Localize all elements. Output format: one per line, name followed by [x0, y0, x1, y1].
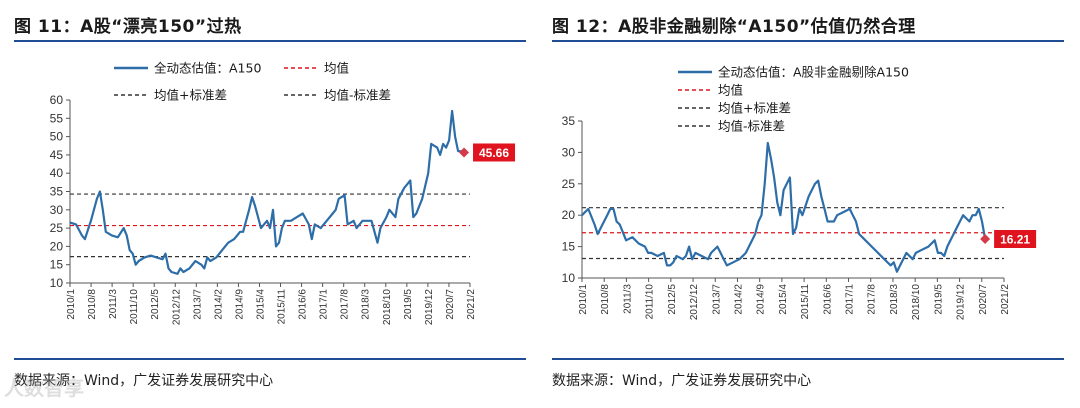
y-tick-label: 15 — [562, 240, 576, 254]
source-rule — [552, 358, 1064, 360]
x-tick-label: 2017/1 — [845, 284, 856, 315]
y-tick-label: 20 — [50, 239, 64, 253]
legend-series-label: 全动态估值：A股非金融剔除A150 — [718, 65, 909, 80]
x-tick-label: 2018/3 — [361, 289, 372, 320]
x-tick-label: 2018/10 — [382, 289, 393, 326]
x-tick-label: 2014/9 — [234, 289, 245, 320]
title-rule — [14, 40, 526, 42]
x-tick-label: 2016/6 — [298, 289, 309, 320]
legend-mean-label: 均值 — [718, 83, 743, 98]
x-tick-label: 2011/10 — [129, 289, 140, 325]
x-tick-label: 2010/1 — [578, 284, 589, 315]
x-tick-label: 2014/2 — [733, 284, 744, 315]
last-value-label: 45.66 — [479, 146, 509, 160]
legend-upper-label: 均值+标准差 — [718, 101, 791, 116]
last-value-label: 16.21 — [1000, 233, 1030, 247]
line-chart-a150: 10 15 20 25 30 35 40 45 50 55 60 2010/1 2010/8 2011/3… — [50, 61, 516, 326]
x-tick-label: 2017/8 — [867, 284, 878, 315]
y-tick-label: 25 — [562, 177, 576, 191]
last-value-box — [994, 230, 1037, 249]
y-tick-label: 30 — [562, 145, 576, 159]
x-tick-label: 2012/5 — [150, 289, 161, 320]
data-source: 数据来源：Wind，广发证券发展研究中心 — [14, 373, 274, 389]
x-tick-label: 2019/5 — [933, 284, 944, 315]
y-tick-label: 45 — [50, 148, 64, 162]
series-line — [69, 109, 465, 275]
y-tick-label: 35 — [562, 114, 576, 128]
last-point-marker — [980, 234, 991, 245]
x-tick-label: 2019/12 — [956, 284, 967, 321]
legend-mean-label: 均值 — [324, 61, 349, 76]
last-point-marker — [459, 147, 470, 158]
chart-panel-left: 图 11：A股“漂亮150”过热 10 15 20 25 30 35 40 45 50 55 60 2… — [14, 0, 534, 408]
x-tick-label: 2019/12 — [424, 289, 435, 326]
x-tick-label: 2012/12 — [689, 284, 700, 321]
y-tick-label: 20 — [562, 208, 576, 222]
y-tick-label: 55 — [50, 111, 64, 125]
y-tick-label: 15 — [50, 258, 64, 272]
x-tick-label: 2014/9 — [756, 284, 767, 315]
series-line — [581, 141, 987, 273]
x-tick-label: 2014/2 — [213, 289, 224, 320]
y-tick-label: 60 — [50, 93, 64, 107]
legend-upper-label: 均值+标准差 — [154, 88, 227, 103]
y-tick-label: 50 — [50, 130, 64, 144]
legend-series-label: 全动态估值：A150 — [154, 61, 261, 76]
x-tick-label: 2018/3 — [889, 284, 900, 315]
x-tick-label: 2021/2 — [466, 289, 477, 320]
x-tick-label: 2013/7 — [192, 289, 203, 320]
x-tick-label: 2017/1 — [319, 289, 330, 320]
y-tick-label: 25 — [50, 221, 64, 235]
x-tick-label: 2018/10 — [911, 284, 922, 321]
source-rule — [14, 358, 526, 360]
x-tick-label: 2015/11 — [277, 289, 288, 325]
legend-lower-label: 均值-标准差 — [718, 119, 785, 134]
chart-title: 图 12：A股非金融剔除“A150”估值仍然合理 — [552, 17, 916, 37]
y-tick-label: 10 — [50, 276, 64, 290]
x-tick-label: 2020/7 — [978, 284, 989, 315]
x-tick-label: 2015/11 — [800, 284, 811, 320]
y-tick-label: 10 — [562, 271, 576, 285]
x-tick-label: 2010/1 — [66, 289, 77, 320]
legend-lower-label: 均值-标准差 — [324, 88, 391, 103]
x-tick-label: 2016/6 — [822, 284, 833, 315]
chart-panel-right: 图 12：A股非金融剔除“A150”估值仍然合理 10 15 20 25 30 35 201… — [552, 0, 1072, 408]
x-tick-label: 2012/5 — [667, 284, 678, 315]
x-tick-label: 2011/3 — [108, 289, 119, 319]
y-tick-label: 35 — [50, 185, 64, 199]
chart-title: 图 11：A股“漂亮150”过热 — [14, 17, 242, 37]
line-chart-nonfinancial: 10 15 20 25 30 35 2010/1 2010/8 2011/3 2011/10 201… — [562, 65, 1037, 321]
x-tick-label: 2017/8 — [340, 289, 351, 320]
data-source: 数据来源：Wind，广发证券发展研究中心 — [552, 373, 812, 389]
x-tick-label: 2010/8 — [600, 284, 611, 315]
y-tick-label: 40 — [50, 166, 64, 180]
x-tick-label: 2013/7 — [711, 284, 722, 315]
x-tick-label: 2015/4 — [778, 284, 789, 315]
y-tick-label: 30 — [50, 203, 64, 217]
x-tick-label: 2019/5 — [403, 289, 414, 320]
x-tick-label: 2011/10 — [645, 284, 656, 320]
x-tick-label: 2015/4 — [255, 289, 266, 320]
x-tick-label: 2011/3 — [622, 284, 633, 314]
last-value-box — [473, 143, 516, 162]
x-tick-label: 2012/12 — [171, 289, 182, 326]
x-tick-label: 2021/2 — [1000, 284, 1011, 315]
title-rule — [552, 40, 1064, 42]
x-tick-label: 2010/8 — [87, 289, 98, 320]
x-tick-label: 2020/7 — [445, 289, 456, 320]
